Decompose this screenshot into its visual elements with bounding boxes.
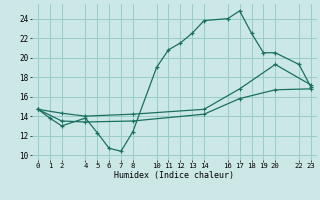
X-axis label: Humidex (Indice chaleur): Humidex (Indice chaleur) (115, 171, 234, 180)
